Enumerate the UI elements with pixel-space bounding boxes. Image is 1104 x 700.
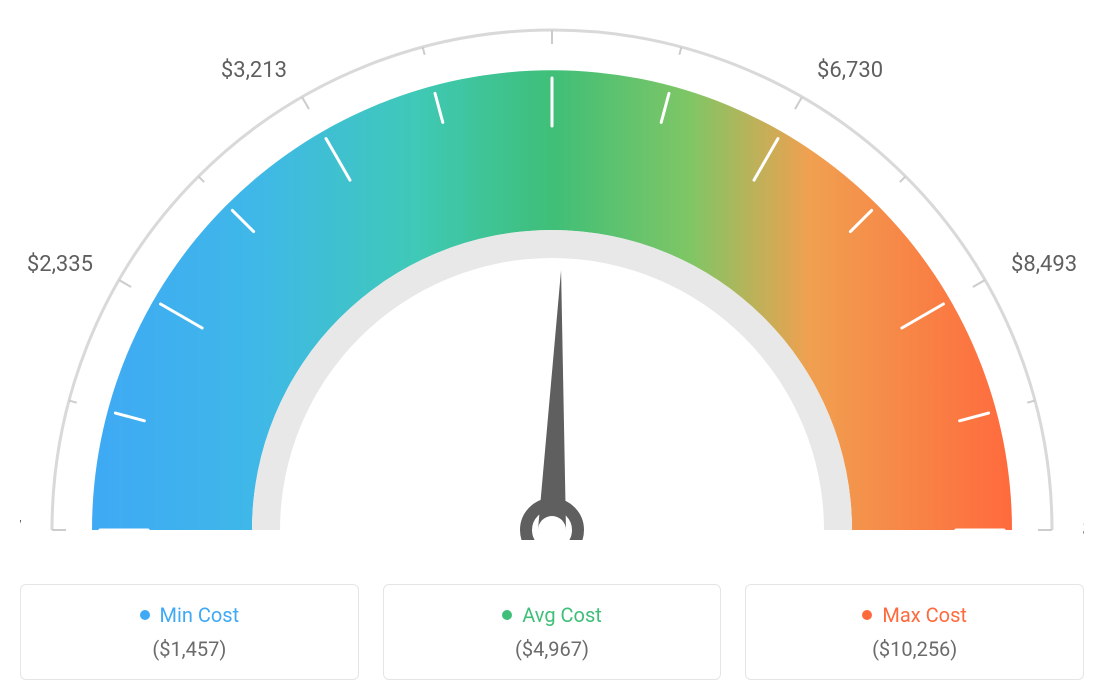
svg-text:$6,730: $6,730 — [817, 58, 883, 83]
svg-text:$2,335: $2,335 — [27, 252, 93, 277]
dot-avg — [502, 610, 512, 620]
dot-min — [140, 610, 150, 620]
svg-text:$1,457: $1,457 — [20, 517, 22, 540]
legend-label-avg: Avg Cost — [522, 603, 602, 627]
gauge-svg: $1,457$2,335$3,213$4,967$6,730$8,493$10,… — [20, 20, 1084, 540]
legend-card-avg: Avg Cost ($4,967) — [383, 584, 722, 680]
legend-title-avg: Avg Cost — [502, 603, 602, 627]
svg-text:$10,256: $10,256 — [1082, 517, 1084, 540]
legend-title-max: Max Cost — [862, 603, 967, 627]
legend-card-min: Min Cost ($1,457) — [20, 584, 359, 680]
legend-row: Min Cost ($1,457) Avg Cost ($4,967) Max … — [20, 584, 1084, 680]
cost-gauge: $1,457$2,335$3,213$4,967$6,730$8,493$10,… — [20, 20, 1084, 544]
legend-label-max: Max Cost — [882, 603, 967, 627]
legend-value-avg: ($4,967) — [404, 637, 701, 661]
dot-max — [862, 610, 872, 620]
legend-value-min: ($1,457) — [41, 637, 338, 661]
svg-text:$3,213: $3,213 — [221, 58, 287, 83]
svg-text:$8,493: $8,493 — [1011, 252, 1077, 277]
legend-title-min: Min Cost — [140, 603, 240, 627]
legend-label-min: Min Cost — [160, 603, 240, 627]
legend-card-max: Max Cost ($10,256) — [745, 584, 1084, 680]
legend-value-max: ($10,256) — [766, 637, 1063, 661]
